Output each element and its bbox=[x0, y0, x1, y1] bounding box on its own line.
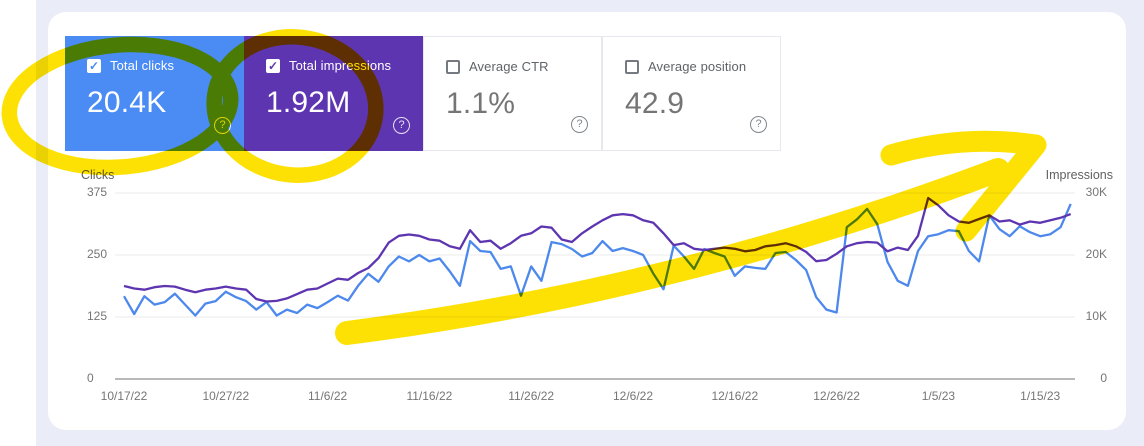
metric-cards-row: ✓ Total clicks 20.4K ? ✓ Total impressio… bbox=[65, 36, 781, 151]
average-ctr-checkbox[interactable]: ✓ bbox=[446, 59, 460, 74]
total-impressions-checkbox[interactable]: ✓ bbox=[266, 58, 280, 73]
y-right-tick-label: 0 bbox=[1100, 371, 1107, 385]
check-icon: ✓ bbox=[88, 58, 100, 73]
card-label: Average position bbox=[648, 59, 747, 74]
total-clicks-value: 20.4K bbox=[87, 86, 167, 119]
card-header: ✓ Total clicks bbox=[87, 58, 244, 73]
help-icon[interactable]: ? bbox=[214, 117, 231, 134]
help-icon[interactable]: ? bbox=[750, 116, 767, 133]
y-left-tick-label: 125 bbox=[87, 309, 108, 323]
average-position-checkbox[interactable]: ✓ bbox=[625, 59, 639, 74]
average-ctr-value: 1.1% bbox=[446, 87, 516, 120]
left-axis-title: Clicks bbox=[81, 168, 115, 182]
y-right-tick-label: 10K bbox=[1085, 309, 1107, 323]
average-ctr-card[interactable]: ✓ Average CTR 1.1% ? bbox=[423, 36, 602, 151]
x-axis-tick-label: 12/6/22 bbox=[612, 389, 654, 403]
total-clicks-checkbox[interactable]: ✓ bbox=[87, 58, 101, 73]
y-left-tick-label: 0 bbox=[87, 371, 94, 385]
x-axis-tick-label: 11/16/22 bbox=[406, 389, 453, 403]
total-impressions-value: 1.92M bbox=[266, 86, 351, 119]
y-right-tick-label: 30K bbox=[1085, 185, 1107, 199]
card-label: Average CTR bbox=[469, 59, 549, 74]
y-left-tick-label: 250 bbox=[87, 247, 108, 261]
total-clicks-card[interactable]: ✓ Total clicks 20.4K ? bbox=[65, 36, 244, 151]
y-right-tick-label: 20K bbox=[1085, 247, 1107, 261]
card-header: ✓ Average CTR bbox=[446, 59, 601, 74]
x-axis-tick-label: 10/27/22 bbox=[202, 389, 250, 403]
card-label: Total clicks bbox=[110, 58, 175, 73]
help-icon[interactable]: ? bbox=[571, 116, 588, 133]
x-axis-tick-label: 12/26/22 bbox=[813, 389, 860, 403]
performance-panel: ✓ Total clicks 20.4K ? ✓ Total impressio… bbox=[48, 12, 1126, 430]
right-axis-title: Impressions bbox=[1045, 168, 1113, 182]
x-axis-tick-label: 1/15/23 bbox=[1020, 389, 1061, 403]
card-label: Total impressions bbox=[289, 58, 392, 73]
total-impressions-card[interactable]: ✓ Total impressions 1.92M ? bbox=[244, 36, 423, 151]
help-icon[interactable]: ? bbox=[393, 117, 410, 134]
x-axis-tick-label: 12/16/22 bbox=[711, 389, 759, 403]
y-left-tick-label: 375 bbox=[87, 185, 108, 199]
average-position-value: 42.9 bbox=[625, 87, 685, 120]
average-position-card[interactable]: ✓ Average position 42.9 ? bbox=[602, 36, 781, 151]
x-axis-tick-label: 11/26/22 bbox=[508, 389, 555, 403]
check-icon: ✓ bbox=[267, 58, 279, 73]
card-header: ✓ Total impressions bbox=[266, 58, 423, 73]
x-axis-tick-label: 10/17/22 bbox=[100, 389, 148, 403]
card-header: ✓ Average position bbox=[625, 59, 780, 74]
x-axis-tick-label: 1/5/23 bbox=[921, 389, 956, 403]
x-axis-tick-label: 11/6/22 bbox=[308, 389, 348, 403]
